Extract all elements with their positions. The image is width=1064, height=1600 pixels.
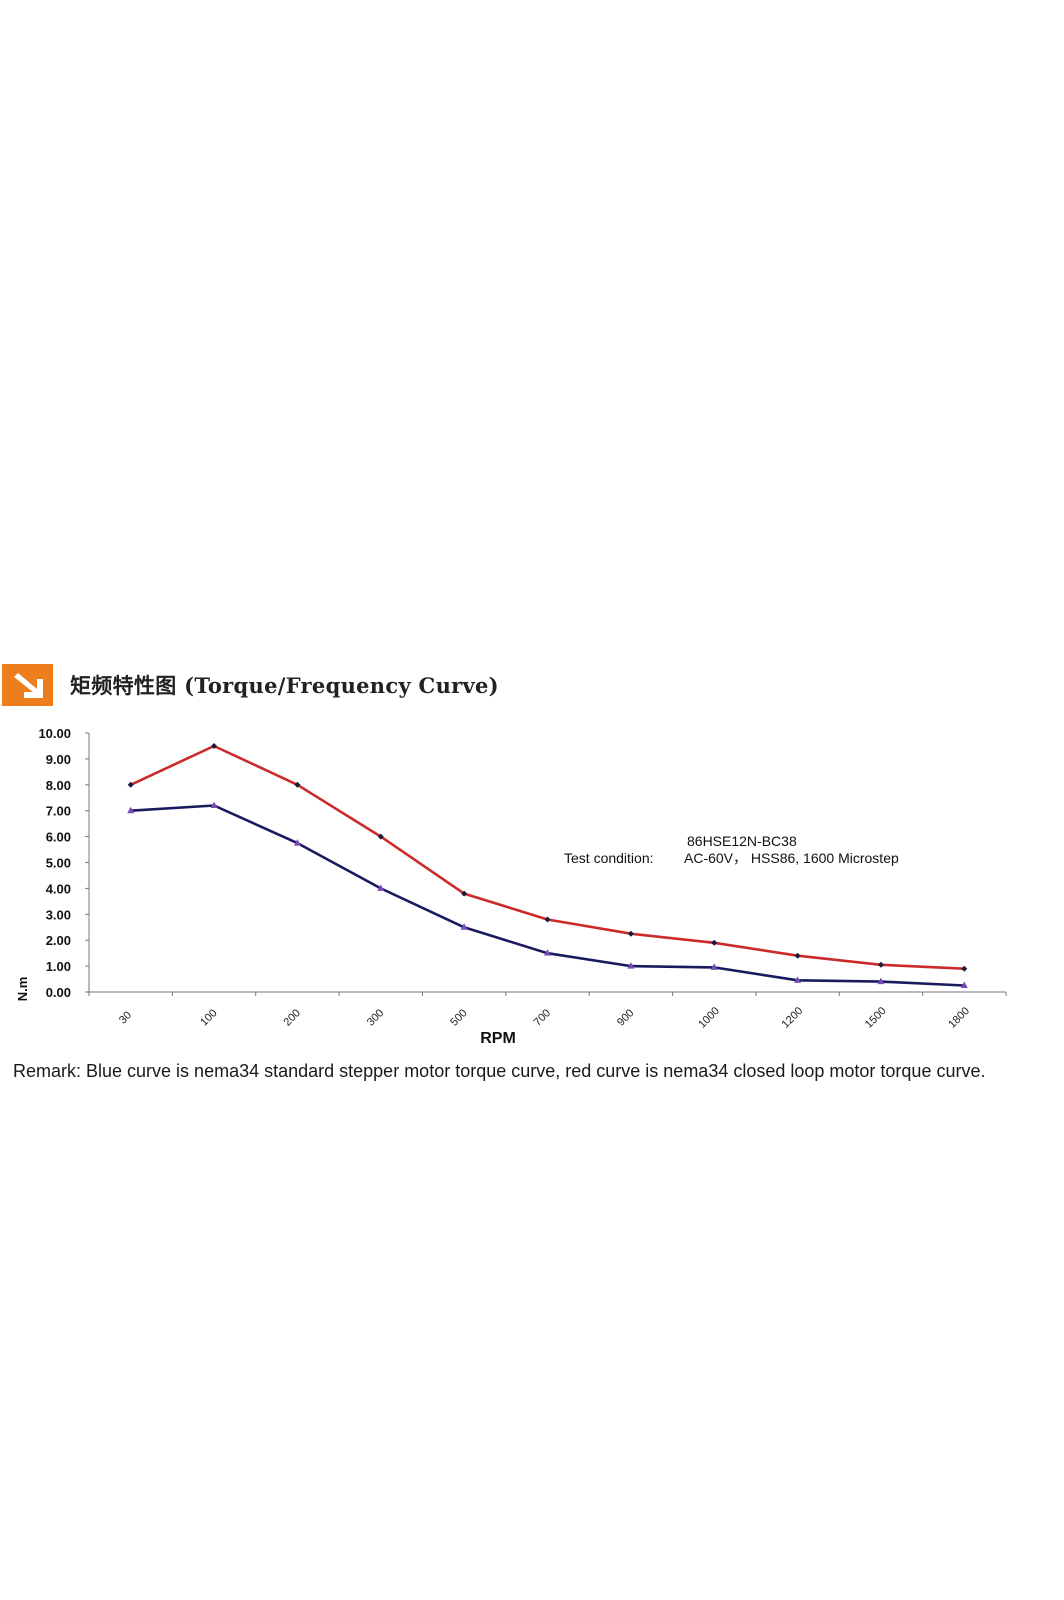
remark-text: Remark: Blue curve is nema34 standard st… (13, 1061, 986, 1081)
data-point (127, 806, 135, 814)
x-tick-label: 900 (615, 1007, 636, 1028)
y-tick-label: 0.00 (46, 985, 71, 1000)
annotation-model: 86HSE12N-BC38 (687, 833, 797, 849)
data-point (877, 961, 884, 968)
y-tick-label: 9.00 (46, 752, 71, 767)
data-point (377, 833, 384, 840)
data-point (210, 801, 218, 809)
x-tick-label: 30 (117, 1009, 134, 1026)
data-point (460, 923, 468, 930)
x-tick-label: 1200 (780, 1005, 806, 1031)
y-tick-label: 1.00 (46, 959, 71, 974)
data-point (794, 976, 802, 983)
y-tick-label: 6.00 (46, 830, 71, 845)
annotation-label: Test condition: (564, 850, 654, 866)
x-tick-label: 200 (282, 1007, 303, 1028)
torque-frequency-chart: 0.00 1.00 2.00 3.00 4.00 5.00 6.00 7.00 8.00 9.00… (15, 726, 1007, 1047)
x-tick-label: 500 (448, 1007, 469, 1028)
chart-title: 矩频特性图 (Torque/Frequency Curve) (70, 673, 499, 698)
data-point (794, 952, 801, 959)
data-point (627, 930, 634, 937)
data-point (627, 962, 635, 969)
y-tick-label: 5.00 (46, 856, 71, 871)
data-point (544, 949, 551, 956)
y-tick-label: 7.00 (46, 804, 71, 819)
arrow-down-right-icon (2, 664, 53, 706)
data-point (710, 963, 718, 970)
data-point (544, 916, 551, 923)
y-tick-label: 3.00 (46, 907, 71, 922)
data-point (461, 890, 468, 897)
data-point (711, 939, 718, 946)
data-point (294, 781, 301, 788)
data-point (960, 981, 968, 989)
data-point (961, 965, 968, 972)
y-axis-title: N.m (15, 977, 30, 1002)
x-tick-label: 1000 (696, 1005, 722, 1031)
y-tick-label: 2.00 (46, 933, 71, 948)
y-tick-label: 4.00 (46, 881, 71, 896)
y-tick-label: 10.00 (38, 726, 71, 741)
y-tick-labels: 0.00 1.00 2.00 3.00 4.00 5.00 6.00 7.00 8.00 9.00… (38, 726, 71, 1000)
x-tick-label: 100 (198, 1007, 219, 1028)
data-point (877, 977, 885, 985)
x-tick-label: 1800 (946, 1005, 972, 1031)
data-point (211, 742, 218, 749)
data-point (127, 781, 134, 788)
x-axis-title: RPM (480, 1030, 516, 1047)
chart-axes (85, 732, 1007, 996)
section-header: 矩频特性图 (Torque/Frequency Curve) (2, 664, 499, 706)
series-markers (127, 742, 968, 989)
x-tick-labels: 30 100 200 300 500 700 900 1000 1200 1500 1800 (117, 1005, 972, 1031)
y-tick-label: 8.00 (46, 778, 71, 793)
data-point (293, 839, 301, 846)
x-tick-label: 300 (365, 1007, 386, 1028)
x-tick-label: 700 (532, 1007, 553, 1028)
annotation-value: AC-60V， HSS86, 1600 Microstep (684, 850, 899, 866)
data-point (377, 884, 385, 891)
series-line-2 (130, 804, 965, 987)
x-tick-label: 1500 (863, 1005, 889, 1031)
